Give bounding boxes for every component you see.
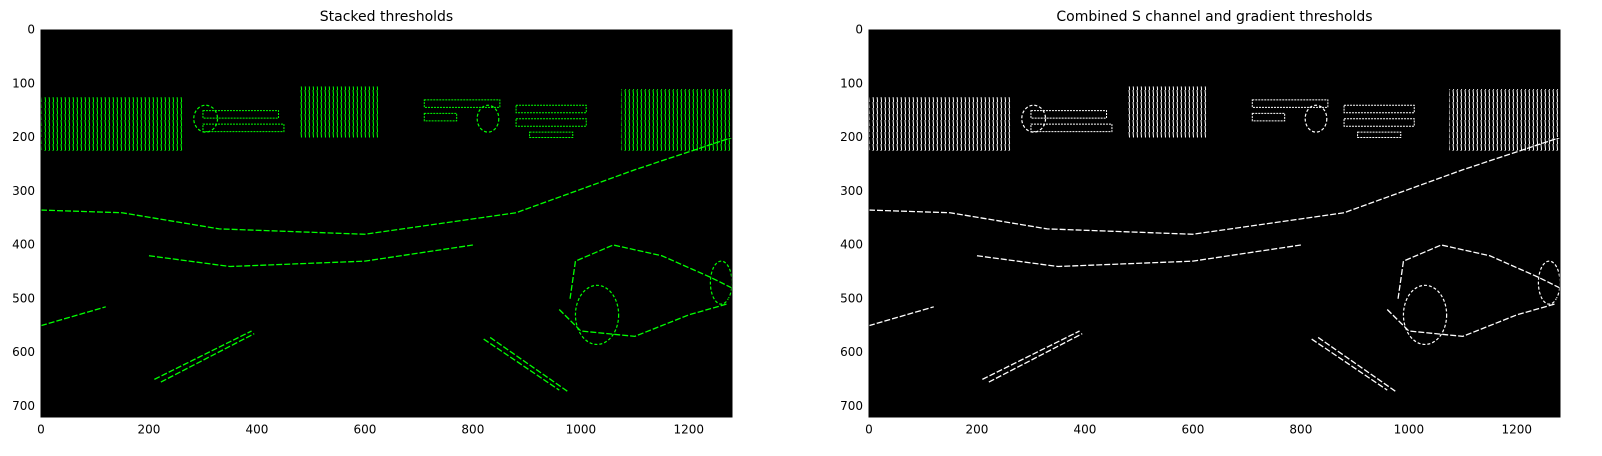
sign-panel xyxy=(1449,89,1560,151)
x-tick-label: 600 xyxy=(353,423,376,437)
edge-stroke xyxy=(483,338,560,391)
axes-frame xyxy=(40,29,733,418)
y-tick-label: 400 xyxy=(12,238,35,252)
y-tick-label: 300 xyxy=(12,184,35,198)
sign-text xyxy=(1251,112,1286,122)
edge-ellipse xyxy=(1304,104,1328,133)
edge-stroke xyxy=(1397,244,1561,299)
y-tick-label: 300 xyxy=(840,184,863,198)
edge-ellipse xyxy=(1021,104,1047,133)
x-tick-label: 0 xyxy=(37,423,45,437)
edge-stroke xyxy=(868,306,934,327)
edge-stroke xyxy=(558,303,727,338)
sign-panel xyxy=(1128,86,1207,138)
edge-stroke xyxy=(40,136,733,235)
x-tick-label: 800 xyxy=(461,423,484,437)
edge-stroke xyxy=(868,136,1561,235)
sign-text xyxy=(423,112,458,122)
edge-stroke xyxy=(1386,303,1555,338)
x-tick-label: 400 xyxy=(1073,423,1096,437)
edge-ellipse xyxy=(574,284,620,346)
sign-panel xyxy=(869,97,1013,151)
image-background xyxy=(869,30,1560,417)
sign-panel xyxy=(621,89,732,151)
sign-text xyxy=(1343,104,1415,114)
y-tick-label: 100 xyxy=(840,76,863,90)
chart-title: Stacked thresholds xyxy=(320,9,453,25)
y-tick-label: 200 xyxy=(840,130,863,144)
y-tick-label: 0 xyxy=(855,23,863,37)
sign-text xyxy=(202,123,285,133)
axes-frame xyxy=(868,29,1561,418)
sign-text xyxy=(529,131,574,138)
edge-ellipse xyxy=(193,104,219,133)
y-tick-label: 0 xyxy=(27,23,35,37)
x-tick-label: 400 xyxy=(245,423,268,437)
sign-text xyxy=(1030,123,1113,133)
image-panel xyxy=(40,30,733,417)
chart-title: Combined S channel and gradient threshol… xyxy=(1056,9,1372,25)
y-tick-label: 500 xyxy=(840,291,863,305)
x-tick-label: 1200 xyxy=(674,423,705,437)
x-tick-label: 1200 xyxy=(1502,423,1533,437)
sign-text xyxy=(515,104,587,114)
image-background xyxy=(41,30,732,417)
edge-stroke xyxy=(982,330,1080,380)
edge-stroke xyxy=(160,333,255,383)
sign-text xyxy=(423,99,501,108)
y-tick-label: 700 xyxy=(840,399,863,413)
x-tick-label: 1000 xyxy=(566,423,597,437)
y-tick-label: 200 xyxy=(12,130,35,144)
y-tick-label: 700 xyxy=(12,399,35,413)
edge-stroke xyxy=(569,244,733,299)
image-panel xyxy=(868,30,1561,417)
edge-stroke xyxy=(154,330,252,380)
sign-text xyxy=(1357,131,1402,138)
x-tick-label: 0 xyxy=(865,423,873,437)
edge-stroke xyxy=(988,333,1083,383)
edge-stroke xyxy=(40,306,106,327)
edge-stroke xyxy=(976,244,1301,268)
edge-ellipse xyxy=(1402,284,1448,346)
edge-stroke xyxy=(148,244,473,268)
y-tick-label: 600 xyxy=(12,345,35,359)
sign-panel xyxy=(41,97,185,151)
x-tick-label: 200 xyxy=(138,423,161,437)
x-tick-label: 600 xyxy=(1181,423,1204,437)
y-tick-label: 500 xyxy=(12,291,35,305)
sign-text xyxy=(1030,110,1108,119)
y-tick-label: 100 xyxy=(12,76,35,90)
x-tick-label: 1000 xyxy=(1394,423,1425,437)
edge-ellipse xyxy=(476,104,500,133)
sign-panel xyxy=(300,86,379,138)
sign-text xyxy=(1343,118,1415,127)
edge-stroke xyxy=(1311,338,1388,391)
sign-text xyxy=(202,110,280,119)
x-tick-label: 800 xyxy=(1289,423,1312,437)
sign-text xyxy=(515,118,587,127)
y-tick-label: 600 xyxy=(840,345,863,359)
x-tick-label: 200 xyxy=(966,423,989,437)
sign-text xyxy=(1251,99,1329,108)
y-tick-label: 400 xyxy=(840,238,863,252)
